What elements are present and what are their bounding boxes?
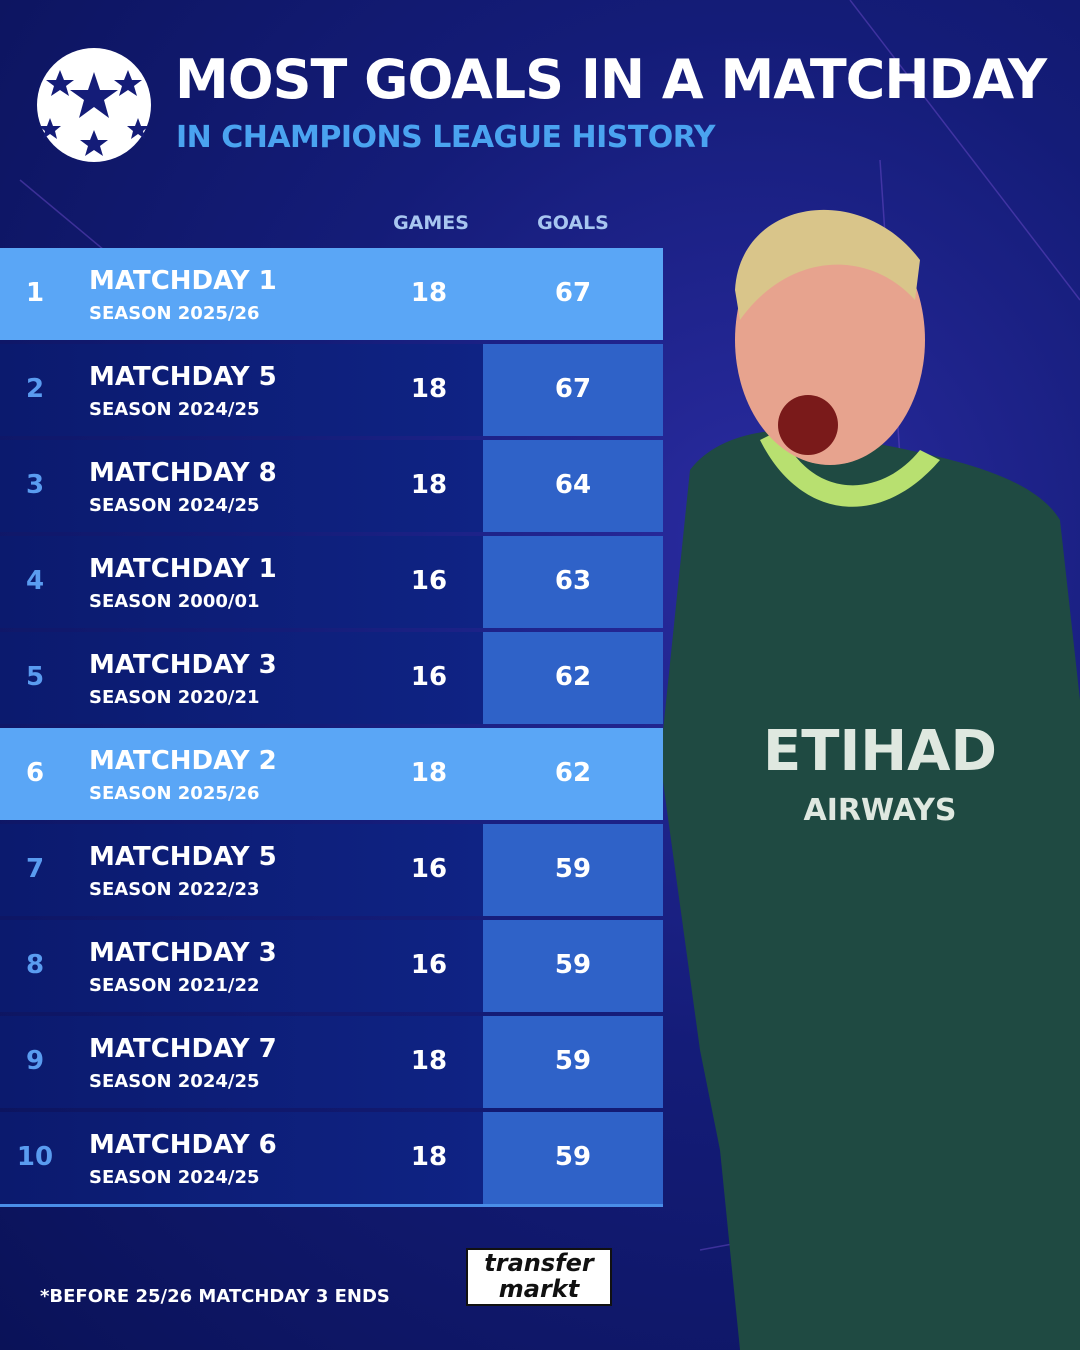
games: 18: [410, 1142, 448, 1172]
rank: 3: [25, 470, 45, 500]
goals: 59: [554, 854, 592, 884]
rank: 5: [25, 662, 45, 692]
rank: 4: [25, 566, 45, 596]
games: 18: [410, 278, 448, 308]
table-row: 8 MATCHDAY 3 SEASON 2021/22 16 59: [0, 920, 663, 1012]
table-row: 4 MATCHDAY 1 SEASON 2000/01 16 63: [0, 536, 663, 628]
season: SEASON 2021/22: [89, 975, 260, 996]
rank: 1: [25, 278, 45, 308]
table-row: 5 MATCHDAY 3 SEASON 2020/21 16 62: [0, 632, 663, 724]
matchday: MATCHDAY 5: [89, 362, 277, 392]
table-row: 10 MATCHDAY 6 SEASON 2024/25 18 59: [0, 1112, 663, 1204]
season: SEASON 2024/25: [89, 495, 260, 516]
games: 16: [410, 854, 448, 884]
season: SEASON 2022/23: [89, 879, 260, 900]
rank: 6: [25, 758, 45, 788]
goals-cell: [483, 824, 663, 916]
column-header: GOALS: [537, 212, 609, 234]
svg-text:ETIHAD: ETIHAD: [763, 719, 997, 784]
goals-cell: [483, 440, 663, 532]
goals: 59: [554, 950, 592, 980]
rank: 9: [25, 1046, 45, 1076]
row-background: [0, 824, 483, 916]
season: SEASON 2025/26: [89, 303, 260, 324]
season: SEASON 2024/25: [89, 399, 260, 420]
goals-cell: [483, 920, 663, 1012]
goals: 67: [554, 374, 592, 404]
row-background: [0, 632, 483, 724]
logo: transfer markt: [466, 1248, 612, 1306]
row-background: [0, 728, 663, 820]
logo-text: transfer: [484, 1249, 594, 1277]
rank: 8: [25, 950, 45, 980]
row-background: [0, 344, 483, 436]
footnote: *BEFORE 25/26 MATCHDAY 3 ENDS: [40, 1286, 390, 1307]
games: 18: [410, 1046, 448, 1076]
table-row: 7 MATCHDAY 5 SEASON 2022/23 16 59: [0, 824, 663, 916]
matchday: MATCHDAY 5: [89, 842, 277, 872]
table-row: 2 MATCHDAY 5 SEASON 2024/25 18 67: [0, 344, 663, 436]
matchday: MATCHDAY 1: [89, 266, 277, 296]
goals-cell: [483, 1016, 663, 1108]
matchday: MATCHDAY 2: [89, 746, 277, 776]
goals-cell: [483, 632, 663, 724]
column-header: GAMES: [393, 212, 469, 234]
goals-cell: [483, 344, 663, 436]
subtitle: IN CHAMPIONS LEAGUE HISTORY: [176, 120, 716, 155]
matchday: MATCHDAY 6: [89, 1130, 277, 1160]
goals: 64: [554, 470, 592, 500]
matchday: MATCHDAY 7: [89, 1034, 277, 1064]
season: SEASON 2000/01: [89, 591, 260, 612]
row-background: [0, 440, 483, 532]
matchday: MATCHDAY 3: [89, 938, 277, 968]
rank: 7: [25, 854, 45, 884]
games: 16: [410, 950, 448, 980]
row-background: [0, 1016, 483, 1108]
goals: 62: [554, 758, 592, 788]
row-background: [0, 1112, 483, 1204]
season: SEASON 2025/26: [89, 783, 260, 804]
goals-cell: [483, 536, 663, 628]
season: SEASON 2020/21: [89, 687, 260, 708]
row-background: [0, 248, 663, 340]
rank: 2: [25, 374, 45, 404]
games: 16: [410, 566, 448, 596]
goals: 67: [554, 278, 592, 308]
games: 16: [410, 662, 448, 692]
row-background: [0, 536, 483, 628]
season: SEASON 2024/25: [89, 1167, 260, 1188]
goals: 63: [554, 566, 592, 596]
goals: 62: [554, 662, 592, 692]
season: SEASON 2024/25: [89, 1071, 260, 1092]
table-row: 1 MATCHDAY 1 SEASON 2025/26 18 67: [0, 248, 663, 340]
table-row: 6 MATCHDAY 2 SEASON 2025/26 18 62: [0, 728, 663, 820]
matchday: MATCHDAY 3: [89, 650, 277, 680]
title: MOST GOALS IN A MATCHDAY: [175, 48, 1047, 111]
svg-text:AIRWAYS: AIRWAYS: [804, 793, 957, 828]
table-row: 3 MATCHDAY 8 SEASON 2024/25 18 64: [0, 440, 663, 532]
games: 18: [410, 374, 448, 404]
row-background: [0, 920, 483, 1012]
goals: 59: [554, 1046, 592, 1076]
rank: 10: [16, 1142, 54, 1172]
matchday: MATCHDAY 8: [89, 458, 277, 488]
games: 18: [410, 758, 448, 788]
games: 18: [410, 470, 448, 500]
table-rule: [0, 1204, 663, 1207]
matchday: MATCHDAY 1: [89, 554, 277, 584]
table-row: 9 MATCHDAY 7 SEASON 2024/25 18 59: [0, 1016, 663, 1108]
goals-cell: [483, 1112, 663, 1204]
logo-text: markt: [498, 1275, 580, 1303]
goals: 59: [554, 1142, 592, 1172]
